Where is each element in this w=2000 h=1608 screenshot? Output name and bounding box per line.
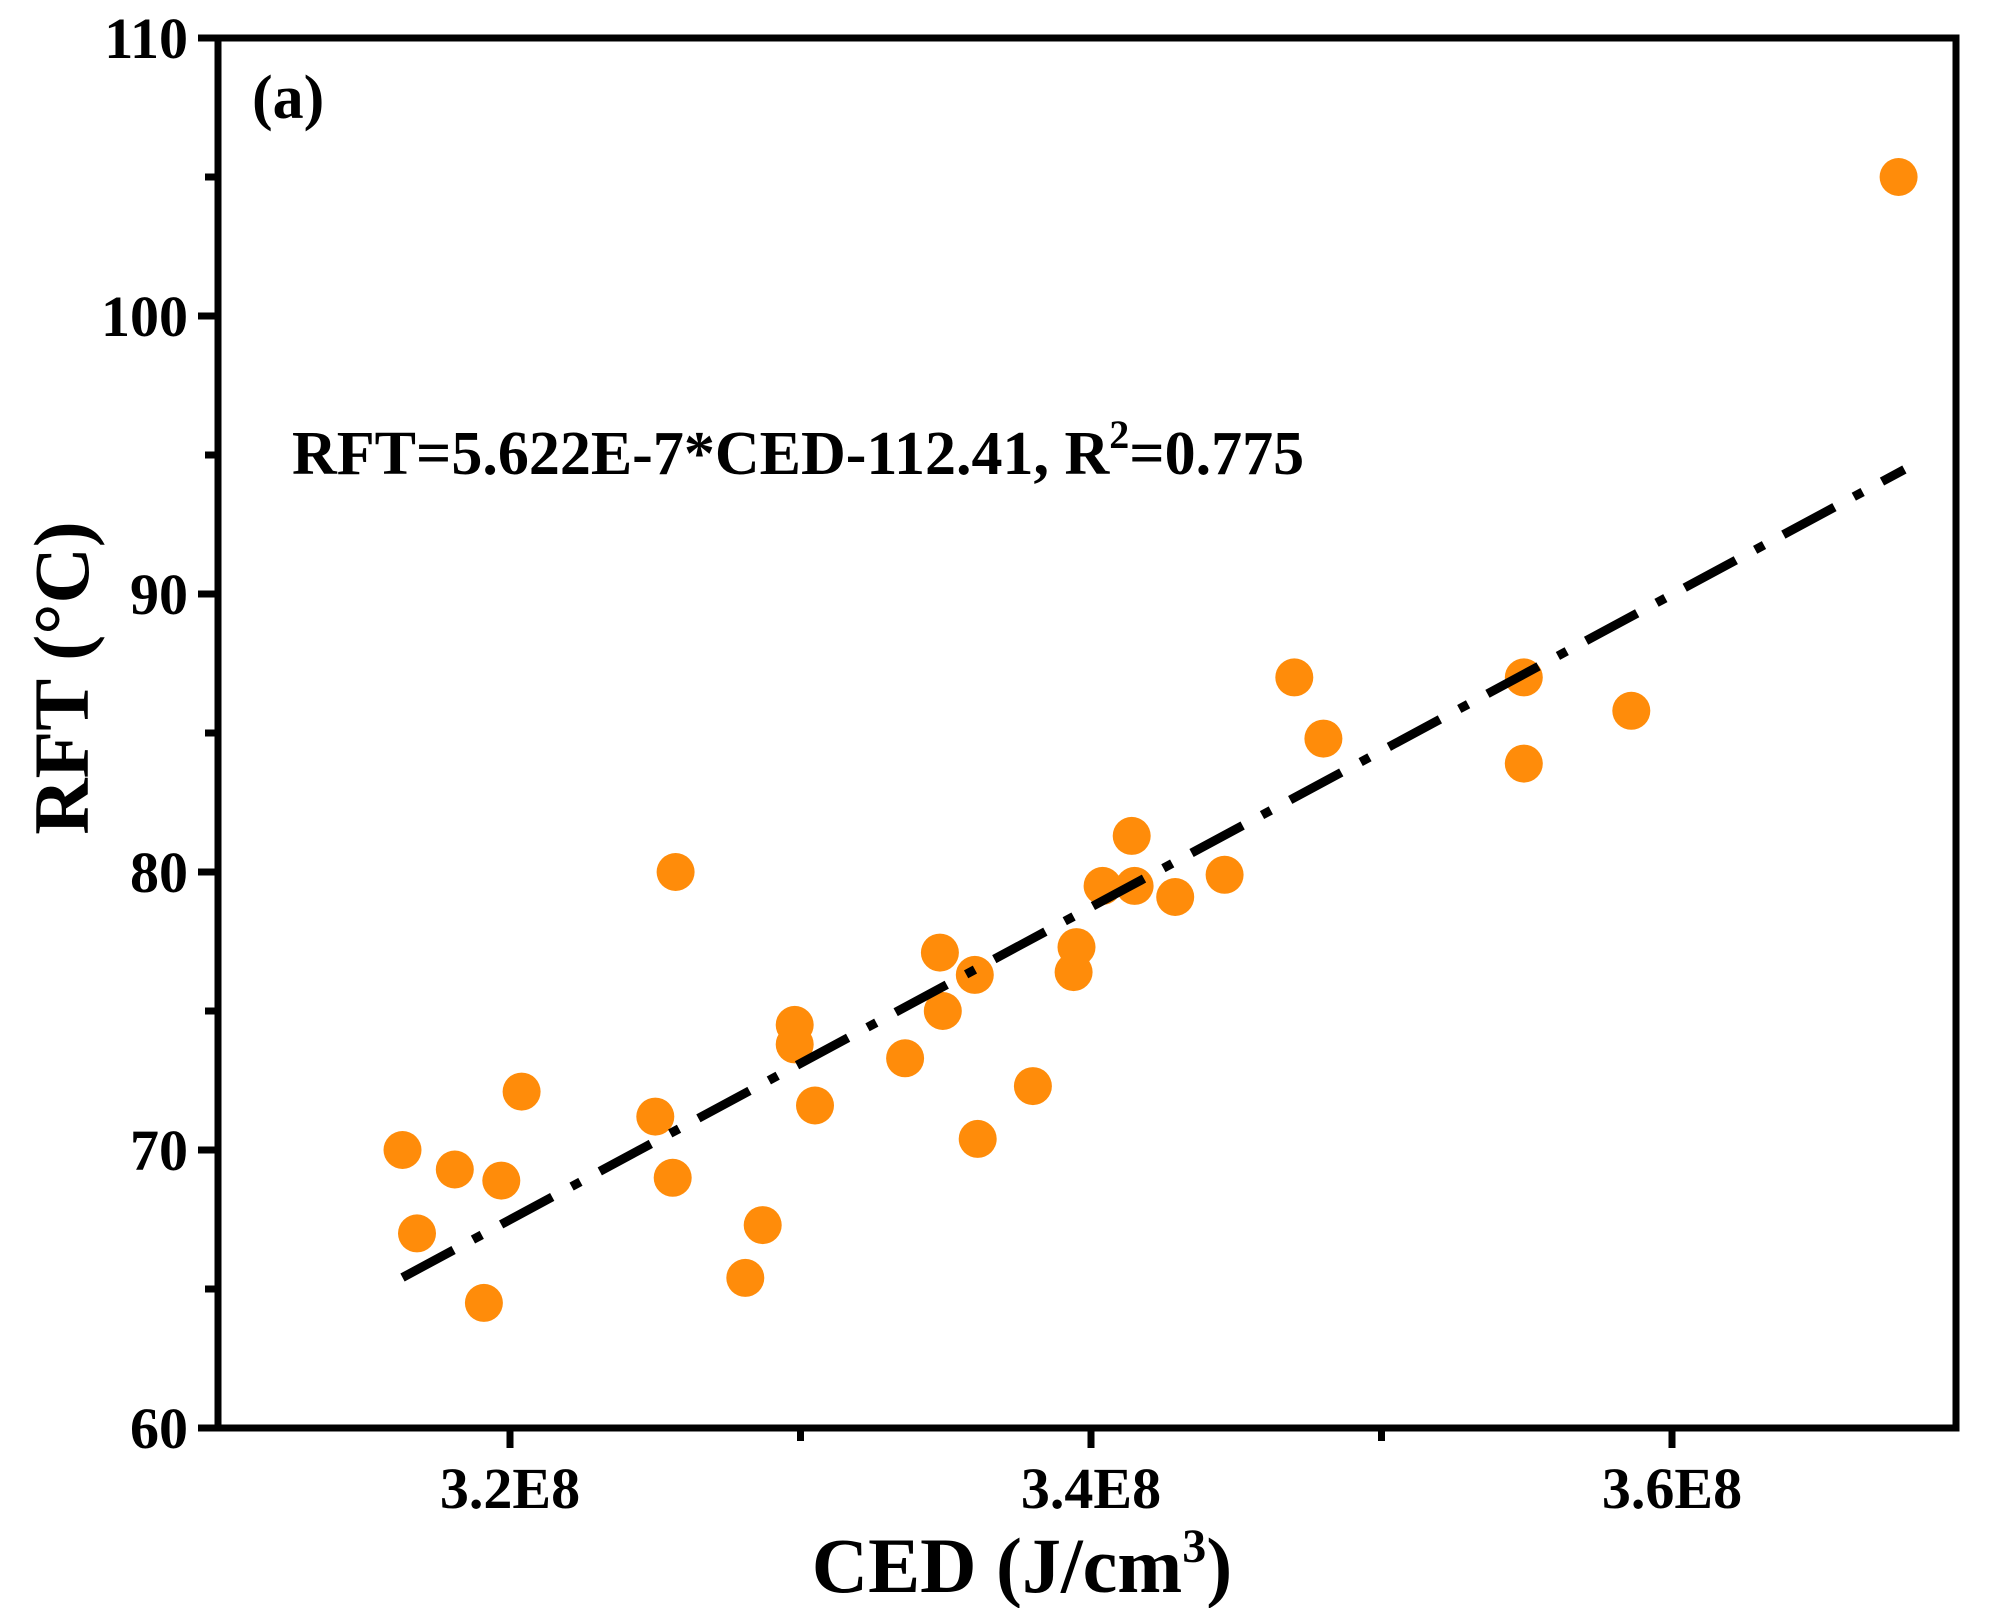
y-tick-label-5: 110 bbox=[104, 6, 188, 71]
axis-ticks bbox=[198, 34, 1676, 1448]
data-point-17 bbox=[955, 955, 994, 994]
data-point-6 bbox=[636, 1097, 675, 1136]
data-point-14 bbox=[886, 1039, 925, 1078]
data-points bbox=[383, 158, 1918, 1322]
y-tick-label-1: 70 bbox=[130, 1118, 188, 1183]
data-point-12 bbox=[775, 1025, 814, 1064]
equation-tail: =0.775 bbox=[1129, 420, 1304, 488]
x-tick-label-0: 3.2E8 bbox=[440, 1456, 580, 1521]
y-axis-title: RFT (°C) bbox=[18, 521, 105, 835]
y-tick-label-4: 100 bbox=[101, 284, 188, 349]
data-point-27 bbox=[1275, 658, 1314, 697]
data-point-32 bbox=[1879, 158, 1918, 196]
equation-main: RFT=5.622E-7*CED-112.41, R bbox=[292, 420, 1110, 488]
panel-label: (a) bbox=[252, 64, 324, 132]
data-point-30 bbox=[1504, 744, 1543, 783]
data-point-10 bbox=[743, 1206, 782, 1245]
x-axis-title-main: CED (J/cm bbox=[812, 1522, 1182, 1608]
equation-superscript: 2 bbox=[1109, 412, 1129, 457]
regression-equation: RFT=5.622E-7*CED-112.41, R2=0.775 bbox=[292, 412, 1304, 488]
data-point-18 bbox=[958, 1119, 997, 1158]
x-axis-title: CED (J/cm3) bbox=[812, 1520, 1232, 1608]
y-tick-label-2: 80 bbox=[130, 840, 188, 905]
data-point-5 bbox=[502, 1072, 541, 1111]
data-point-28 bbox=[1304, 719, 1343, 758]
y-tick-label-3: 90 bbox=[130, 562, 188, 627]
x-tick-label-2: 3.6E8 bbox=[1602, 1456, 1742, 1521]
data-point-3 bbox=[464, 1283, 503, 1322]
data-point-2 bbox=[435, 1150, 474, 1189]
data-point-4 bbox=[482, 1161, 521, 1200]
data-point-8 bbox=[656, 853, 695, 891]
data-point-0 bbox=[383, 1131, 422, 1169]
data-point-26 bbox=[1205, 855, 1244, 894]
data-point-31 bbox=[1612, 691, 1651, 730]
x-tick-label-1: 3.4E8 bbox=[1021, 1456, 1161, 1521]
x-axis-title-close: ) bbox=[1206, 1522, 1232, 1608]
data-point-19 bbox=[1013, 1067, 1052, 1106]
y-tick-label-0: 60 bbox=[130, 1396, 188, 1461]
tick-labels: 3.2E8 3.4E8 3.6E8 60 70 80 90 100 110 bbox=[101, 6, 1742, 1521]
data-point-15 bbox=[920, 933, 959, 972]
data-point-23 bbox=[1112, 816, 1151, 855]
data-point-13 bbox=[796, 1086, 834, 1125]
data-point-1 bbox=[398, 1214, 436, 1253]
data-point-21 bbox=[1057, 928, 1096, 967]
data-point-9 bbox=[726, 1258, 765, 1297]
data-point-25 bbox=[1156, 878, 1195, 916]
x-axis-title-superscript: 3 bbox=[1182, 1520, 1206, 1573]
data-point-16 bbox=[923, 992, 962, 1030]
data-point-7 bbox=[653, 1158, 692, 1197]
